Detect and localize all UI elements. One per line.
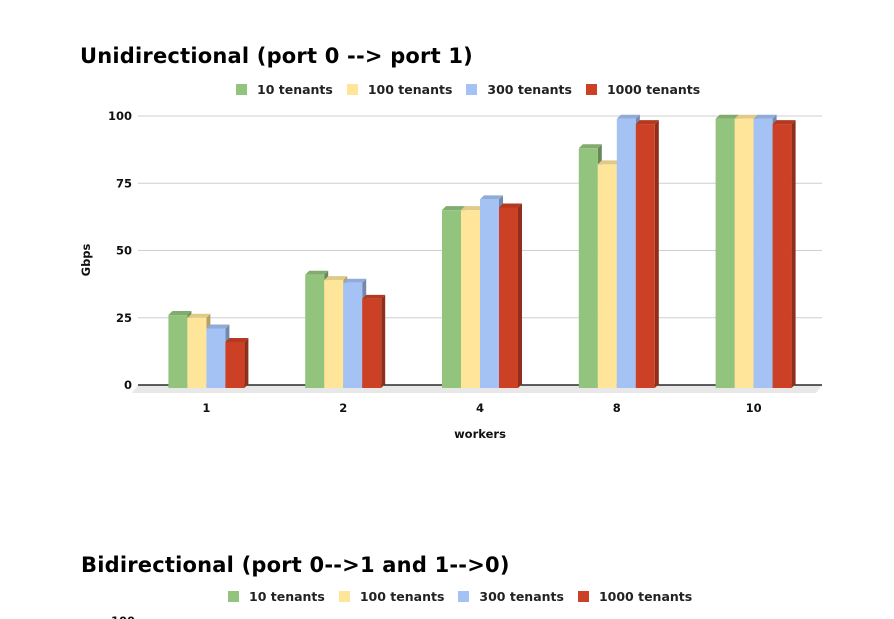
bar [442, 210, 461, 388]
legend-label: 1000 tenants [598, 589, 693, 604]
bar [206, 328, 226, 388]
bar [461, 210, 480, 388]
legend-label: 300 tenants [479, 589, 564, 604]
legend-swatch [585, 84, 597, 95]
legend-label: 1000 tenants [606, 82, 701, 97]
bar-top [324, 276, 348, 281]
legend-swatch [577, 591, 589, 602]
chart-title-unidirectional: Unidirectional (port 0 --> port 1) [80, 44, 473, 68]
legend-label: 100 tenants [359, 589, 445, 604]
bar [187, 317, 207, 388]
bar [616, 118, 636, 388]
bar [772, 124, 792, 388]
x-tick-label: 4 [476, 401, 484, 415]
legend-label: 100 tenants [367, 82, 453, 97]
bar-top [442, 206, 465, 211]
bar [343, 282, 363, 388]
bar-top [362, 294, 386, 299]
bar [734, 118, 754, 388]
bar [324, 280, 344, 388]
bar-side [381, 294, 386, 388]
legend-bidirectional: 10 tenants 100 tenants 300 tenants 1000 … [228, 589, 692, 604]
bar-top [168, 311, 192, 316]
bar-top [578, 144, 602, 149]
legend-item: 10 tenants [236, 82, 333, 97]
x-tick-label: 10 [746, 401, 762, 415]
y-tick-label: 25 [116, 311, 132, 325]
x-tick-label: 2 [339, 401, 347, 415]
bar-top [499, 203, 522, 208]
bar [635, 124, 655, 388]
legend-label: 300 tenants [487, 82, 572, 97]
bar-top [187, 313, 211, 318]
y-axis-label: Gbps [79, 243, 93, 276]
legend-label: 10 tenants [249, 589, 325, 604]
bar [578, 148, 598, 388]
legend-label: 10 tenants [257, 82, 333, 97]
x-axis-label: workers [454, 427, 506, 441]
bar-top [225, 337, 249, 342]
legend-swatch [466, 84, 478, 95]
bar [715, 118, 735, 388]
bar [597, 164, 617, 388]
bar-side [791, 120, 796, 388]
bar [168, 315, 188, 388]
chart-title-bidirectional: Bidirectional (port 0-->1 and 1-->0) [81, 553, 510, 577]
legend-swatch [338, 591, 350, 602]
legend-item: 300 tenants [458, 589, 564, 604]
bar-side [654, 120, 659, 388]
bar [362, 298, 382, 388]
x-tick-label: 8 [613, 401, 621, 415]
legend-item: 10 tenants [228, 589, 325, 604]
legend-swatch [346, 84, 358, 95]
bar-top [616, 114, 640, 119]
bar-top [753, 114, 777, 119]
y-tick-label: 0 [124, 378, 132, 392]
y-tick-label: 50 [116, 244, 132, 258]
bar-top [715, 114, 739, 119]
legend-swatch [228, 591, 239, 602]
legend-item: 300 tenants [466, 82, 572, 97]
legend-item: 1000 tenants [585, 82, 701, 97]
y-tick-label: 75 [116, 176, 132, 190]
x-tick-label: 1 [202, 401, 210, 415]
legend-item: 100 tenants [338, 589, 445, 604]
legend-swatch [458, 591, 470, 602]
legend-swatch [236, 84, 247, 95]
bar-top [597, 160, 621, 165]
bar-top [635, 120, 659, 125]
bar-top [480, 195, 503, 200]
bar-side [244, 337, 249, 388]
bar [753, 118, 773, 388]
legend-item: 1000 tenants [577, 589, 693, 604]
bar-top [734, 114, 758, 119]
bar-side [518, 203, 522, 388]
bar [499, 207, 518, 388]
bar [225, 341, 245, 388]
bar-top [461, 206, 484, 211]
bar [480, 199, 499, 388]
y-tick-label: 100 [111, 614, 135, 619]
y-tick-label: 100 [108, 109, 132, 123]
bar-top [206, 324, 230, 329]
legend-unidirectional: 10 tenants 100 tenants 300 tenants 1000 … [236, 82, 700, 97]
bar [305, 274, 325, 388]
bar-top [772, 120, 796, 125]
bar-top [343, 278, 367, 283]
bar-top [305, 270, 329, 275]
legend-item: 100 tenants [346, 82, 453, 97]
